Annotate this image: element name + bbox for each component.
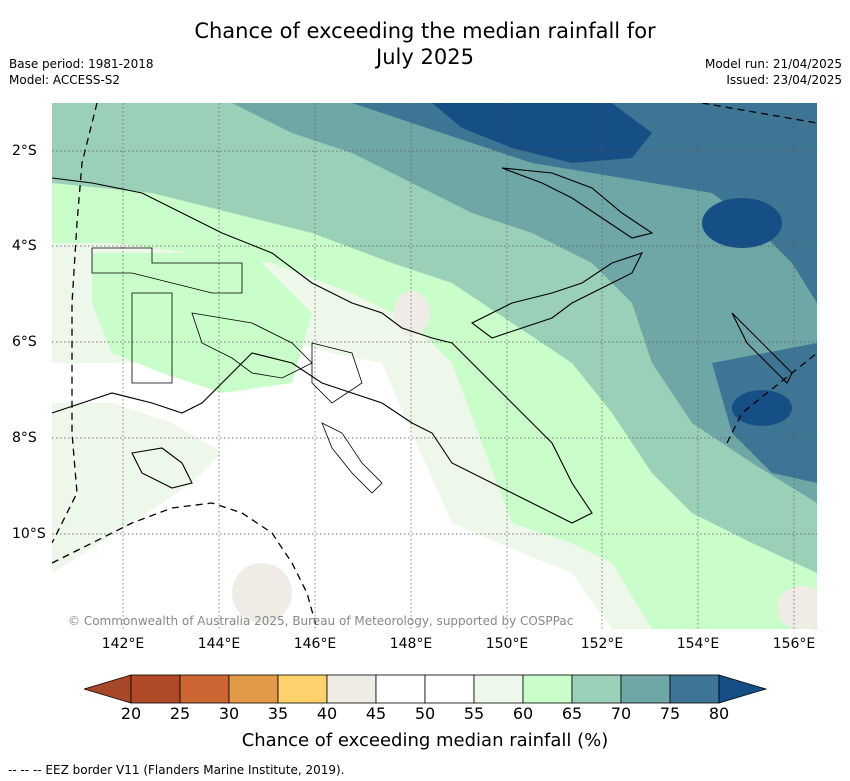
colorbar-tick-55: 55: [463, 704, 485, 723]
colorbar: [84, 674, 768, 704]
contour-40-45-southeast: [777, 586, 817, 629]
contour-70-75: [232, 103, 817, 503]
colorbar-bin-45-50: [375, 674, 426, 704]
colorbar-tick-45: 45: [365, 704, 387, 723]
colorbar-bin-55-60: [473, 674, 524, 704]
lat-label-6s: 6°S: [12, 334, 37, 350]
new-ireland-coast: [501, 167, 654, 239]
colorbar-bin-50-55: [424, 674, 475, 704]
title-line-2: July 2025: [376, 45, 474, 69]
colorbar-tick-70: 70: [610, 704, 632, 723]
base-period: Base period: 1981-2018: [9, 57, 154, 71]
meta-left: Base period: 1981-2018 Model: ACCESS-S2: [9, 56, 154, 88]
colorbar-title: Chance of exceeding median rainfall (%): [241, 730, 609, 751]
contour-75-80: [352, 103, 817, 303]
colorbar-tick-65: 65: [561, 704, 583, 723]
meta-right: Model run: 21/04/2025 Issued: 23/04/2025: [705, 56, 842, 88]
contour-40-45-patch: [394, 291, 430, 335]
colorbar-tick-40: 40: [316, 704, 338, 723]
colorbar-bin-30-35: [228, 674, 279, 704]
lat-label-10s: 10°S: [12, 526, 46, 542]
eez-east: [726, 352, 817, 444]
lon-label-144e: 144°E: [197, 636, 241, 652]
colorbar-tick-75: 75: [659, 704, 681, 723]
lon-label-148e: 148°E: [389, 636, 433, 652]
lon-label-142e: 142°E: [101, 636, 145, 652]
new-britain-coast: [470, 252, 644, 339]
lon-label-154e: 154°E: [676, 636, 720, 652]
contour-over-80: [432, 103, 652, 163]
lat-label-8s: 8°S: [12, 430, 37, 446]
colorbar-bin-60-65: [522, 674, 573, 704]
graticule: [52, 103, 817, 629]
colorbar-bin-70-75: [620, 674, 671, 704]
eez-north-east: [701, 103, 817, 124]
contour-60-65-png: [92, 253, 312, 393]
eez-footnote: -- -- -- EEZ border V11 (Flanders Marine…: [8, 763, 345, 777]
colorbar-under-triangle: [84, 674, 132, 704]
colorbar-bin-25-30: [179, 674, 230, 704]
colorbar-bin-75-80: [669, 674, 720, 704]
title-line-1: Chance of exceeding the median rainfall …: [194, 19, 656, 43]
lat-label-2s: 2°S: [12, 143, 37, 159]
new-guinea-coast: [52, 177, 593, 524]
rainfall-map: [52, 103, 817, 629]
colorbar-tick-20: 20: [120, 704, 142, 723]
colorbar-tick-30: 30: [218, 704, 240, 723]
colorbar-tick-60: 60: [512, 704, 534, 723]
eez-south: [52, 502, 318, 629]
contour-over-80-southeast: [732, 390, 792, 426]
colorbar-tick-35: 35: [267, 704, 289, 723]
contour-40-45-southwest: [232, 563, 292, 623]
lon-label-156e: 156°E: [772, 636, 816, 652]
southwest-coast: [131, 447, 193, 489]
colorbar-bin-40-45: [326, 674, 377, 704]
map-title: Chance of exceeding the median rainfall …: [0, 18, 850, 70]
colorbar-bin-20-25: [130, 674, 181, 704]
contour-55-60-west: [52, 403, 222, 573]
contour-over-80-east: [702, 198, 782, 248]
colorbar-tick-50: 50: [414, 704, 436, 723]
lon-label-152e: 152°E: [580, 636, 624, 652]
model-run: Model run: 21/04/2025: [704, 57, 842, 71]
lat-label-4s: 4°S: [12, 238, 37, 254]
lon-label-146e: 146°E: [293, 636, 337, 652]
colorbar-bin-35-40: [277, 674, 328, 704]
colorbar-bins: [130, 674, 720, 704]
copyright-notice: © Commonwealth of Australia 2025, Bureau…: [68, 614, 574, 628]
issued-date: Issued: 23/04/2025: [726, 73, 842, 87]
colorbar-tick-25: 25: [169, 704, 191, 723]
lon-label-150e: 150°E: [485, 636, 529, 652]
colorbar-bin-65-70: [571, 674, 622, 704]
colorbar-tick-80: 80: [708, 704, 730, 723]
model-name: Model: ACCESS-S2: [9, 73, 121, 87]
coastlines: [52, 167, 793, 524]
province-borders: [91, 247, 383, 494]
eez-borders: [52, 103, 817, 629]
bougainville-coast: [731, 312, 793, 384]
colorbar-over-triangle: [718, 674, 768, 704]
eez-north-west: [52, 103, 98, 544]
